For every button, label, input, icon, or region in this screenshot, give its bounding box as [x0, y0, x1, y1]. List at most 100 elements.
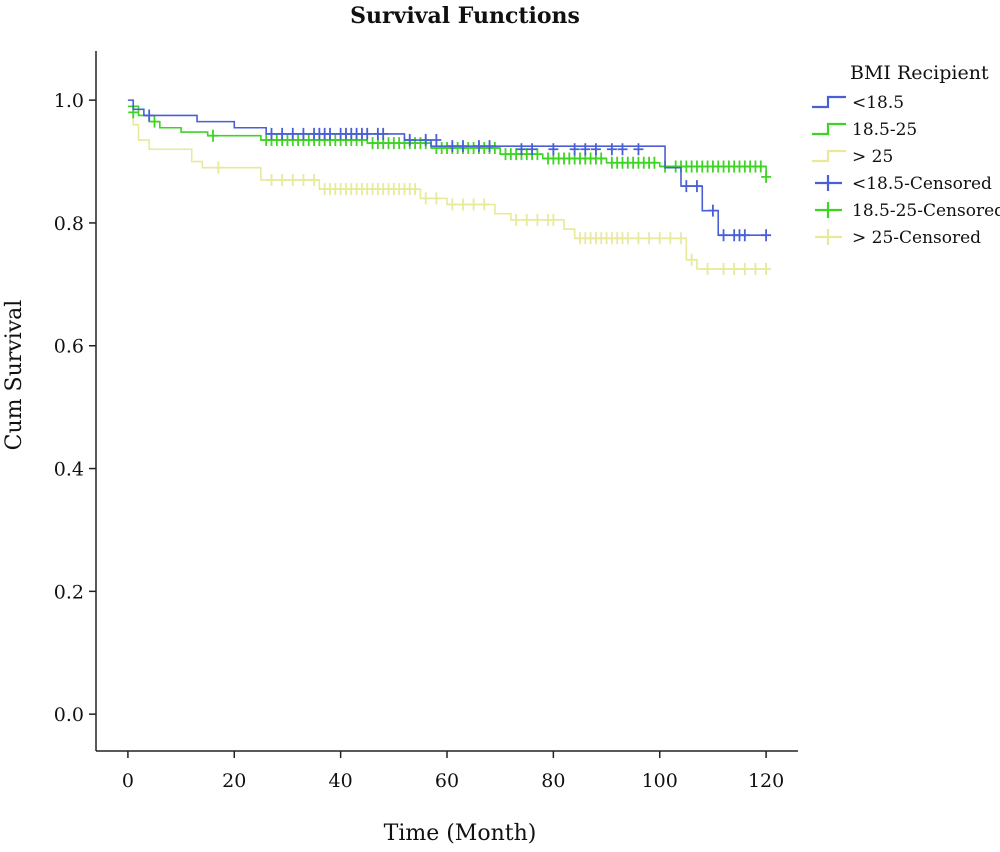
censored-mark	[521, 213, 532, 226]
legend-item: <18.5-Censored	[815, 174, 992, 194]
censored-mark	[298, 127, 309, 140]
legend-label: <18.5	[852, 93, 904, 113]
censored-mark	[761, 262, 772, 275]
censored-mark	[287, 127, 298, 140]
x-tick-label: 100	[642, 770, 678, 792]
plot-area	[96, 51, 798, 751]
censored-mark	[532, 213, 543, 226]
legend-step-swatch	[812, 122, 846, 136]
censored-mark	[548, 143, 559, 156]
censored-mark	[718, 229, 729, 242]
series-layer	[127, 99, 772, 275]
censored-mark	[325, 127, 335, 140]
censored-mark	[739, 262, 750, 275]
censored-mark	[580, 143, 591, 156]
legend-label: <18.5-Censored	[852, 174, 992, 194]
censored-mark	[277, 173, 288, 186]
censored-mark	[213, 161, 224, 174]
censored-mark	[739, 229, 750, 242]
survival-line	[127, 105, 767, 270]
censored-mark	[665, 232, 676, 245]
legend-label: 18.5-25-Censored	[852, 201, 1000, 221]
censored-mark	[511, 213, 522, 226]
censored-mark	[622, 232, 633, 245]
censored-mark	[277, 127, 288, 140]
y-axis-label: Cum Survival	[2, 300, 27, 451]
x-tick-label: 20	[222, 770, 246, 792]
censored-mark	[729, 262, 740, 275]
legend-censor-swatch	[815, 229, 842, 245]
censored-mark	[266, 127, 277, 140]
censored-mark	[649, 156, 660, 169]
censored-mark	[149, 115, 160, 128]
censored-mark	[686, 253, 697, 266]
legend-censor-swatch	[815, 175, 842, 191]
survival-line	[127, 99, 767, 237]
legend-entries: <18.5 18.5-25 > 25 <18.5-Censored 18.5-25-Ce…	[812, 93, 1000, 248]
censored-mark	[596, 152, 607, 165]
legend-item: 18.5-25-Censored	[815, 201, 1000, 221]
legend-label: 18.5-25	[852, 120, 917, 140]
censored-mark	[473, 140, 484, 153]
censored-mark	[378, 127, 389, 140]
censored-mark	[457, 140, 468, 153]
legend-item: > 25-Censored	[815, 228, 981, 248]
censored-mark	[410, 183, 421, 196]
x-axis-ticks: 0 20 40 60 80 100 120	[122, 751, 784, 792]
legend: BMI Recipient <18.5 18.5-25 > 25 <18.5-Cens…	[812, 62, 1000, 248]
x-tick-label: 40	[329, 770, 353, 792]
legend-title: BMI Recipient	[850, 62, 989, 84]
censored-mark	[309, 173, 320, 186]
censored-mark	[144, 109, 155, 122]
censored-mark	[654, 232, 665, 245]
censored-mark	[516, 143, 527, 156]
series-2	[127, 105, 772, 275]
x-tick-label: 60	[435, 770, 459, 792]
legend-step-swatch	[812, 149, 846, 163]
censored-mark	[633, 143, 644, 156]
censored-mark	[548, 213, 559, 226]
y-tick-label: 0.8	[54, 213, 84, 235]
y-tick-label: 0.2	[54, 581, 84, 603]
legend-step-swatch	[812, 95, 846, 109]
censored-mark	[718, 262, 729, 275]
censored-mark	[420, 134, 431, 147]
censored-mark	[447, 140, 458, 153]
censored-mark	[457, 198, 468, 211]
censored-mark	[287, 173, 298, 186]
censored-mark	[691, 180, 702, 193]
censored-mark	[266, 173, 277, 186]
censored-mark	[298, 173, 309, 186]
censored-mark	[633, 232, 644, 245]
censored-mark	[532, 148, 543, 161]
censored-mark	[617, 143, 628, 156]
censored-mark	[489, 142, 500, 155]
x-tick-label: 120	[748, 770, 784, 792]
legend-item: > 25	[812, 147, 893, 167]
censored-mark	[447, 198, 458, 211]
censored-mark	[702, 262, 713, 275]
censored-mark	[606, 143, 617, 156]
series-1	[127, 105, 772, 183]
censored-mark	[707, 204, 718, 217]
y-tick-label: 0.0	[54, 704, 84, 726]
censored-mark	[420, 192, 431, 205]
censored-mark	[681, 180, 692, 193]
censored-mark	[761, 229, 772, 242]
x-tick-label: 80	[541, 770, 565, 792]
censored-mark	[468, 198, 479, 211]
censored-mark	[750, 262, 761, 275]
censored-mark	[484, 140, 495, 153]
censored-mark	[404, 134, 415, 147]
x-axis-label: Time (Month)	[384, 821, 537, 846]
censored-mark	[590, 143, 601, 156]
censored-mark	[431, 134, 442, 147]
censored-mark	[644, 232, 655, 245]
chart-title: Survival Functions	[350, 3, 580, 29]
legend-item: 18.5-25	[812, 120, 917, 140]
x-tick-label: 0	[122, 770, 134, 792]
censored-mark	[676, 232, 686, 245]
y-tick-label: 1.0	[54, 90, 84, 112]
legend-label: > 25	[852, 147, 893, 167]
